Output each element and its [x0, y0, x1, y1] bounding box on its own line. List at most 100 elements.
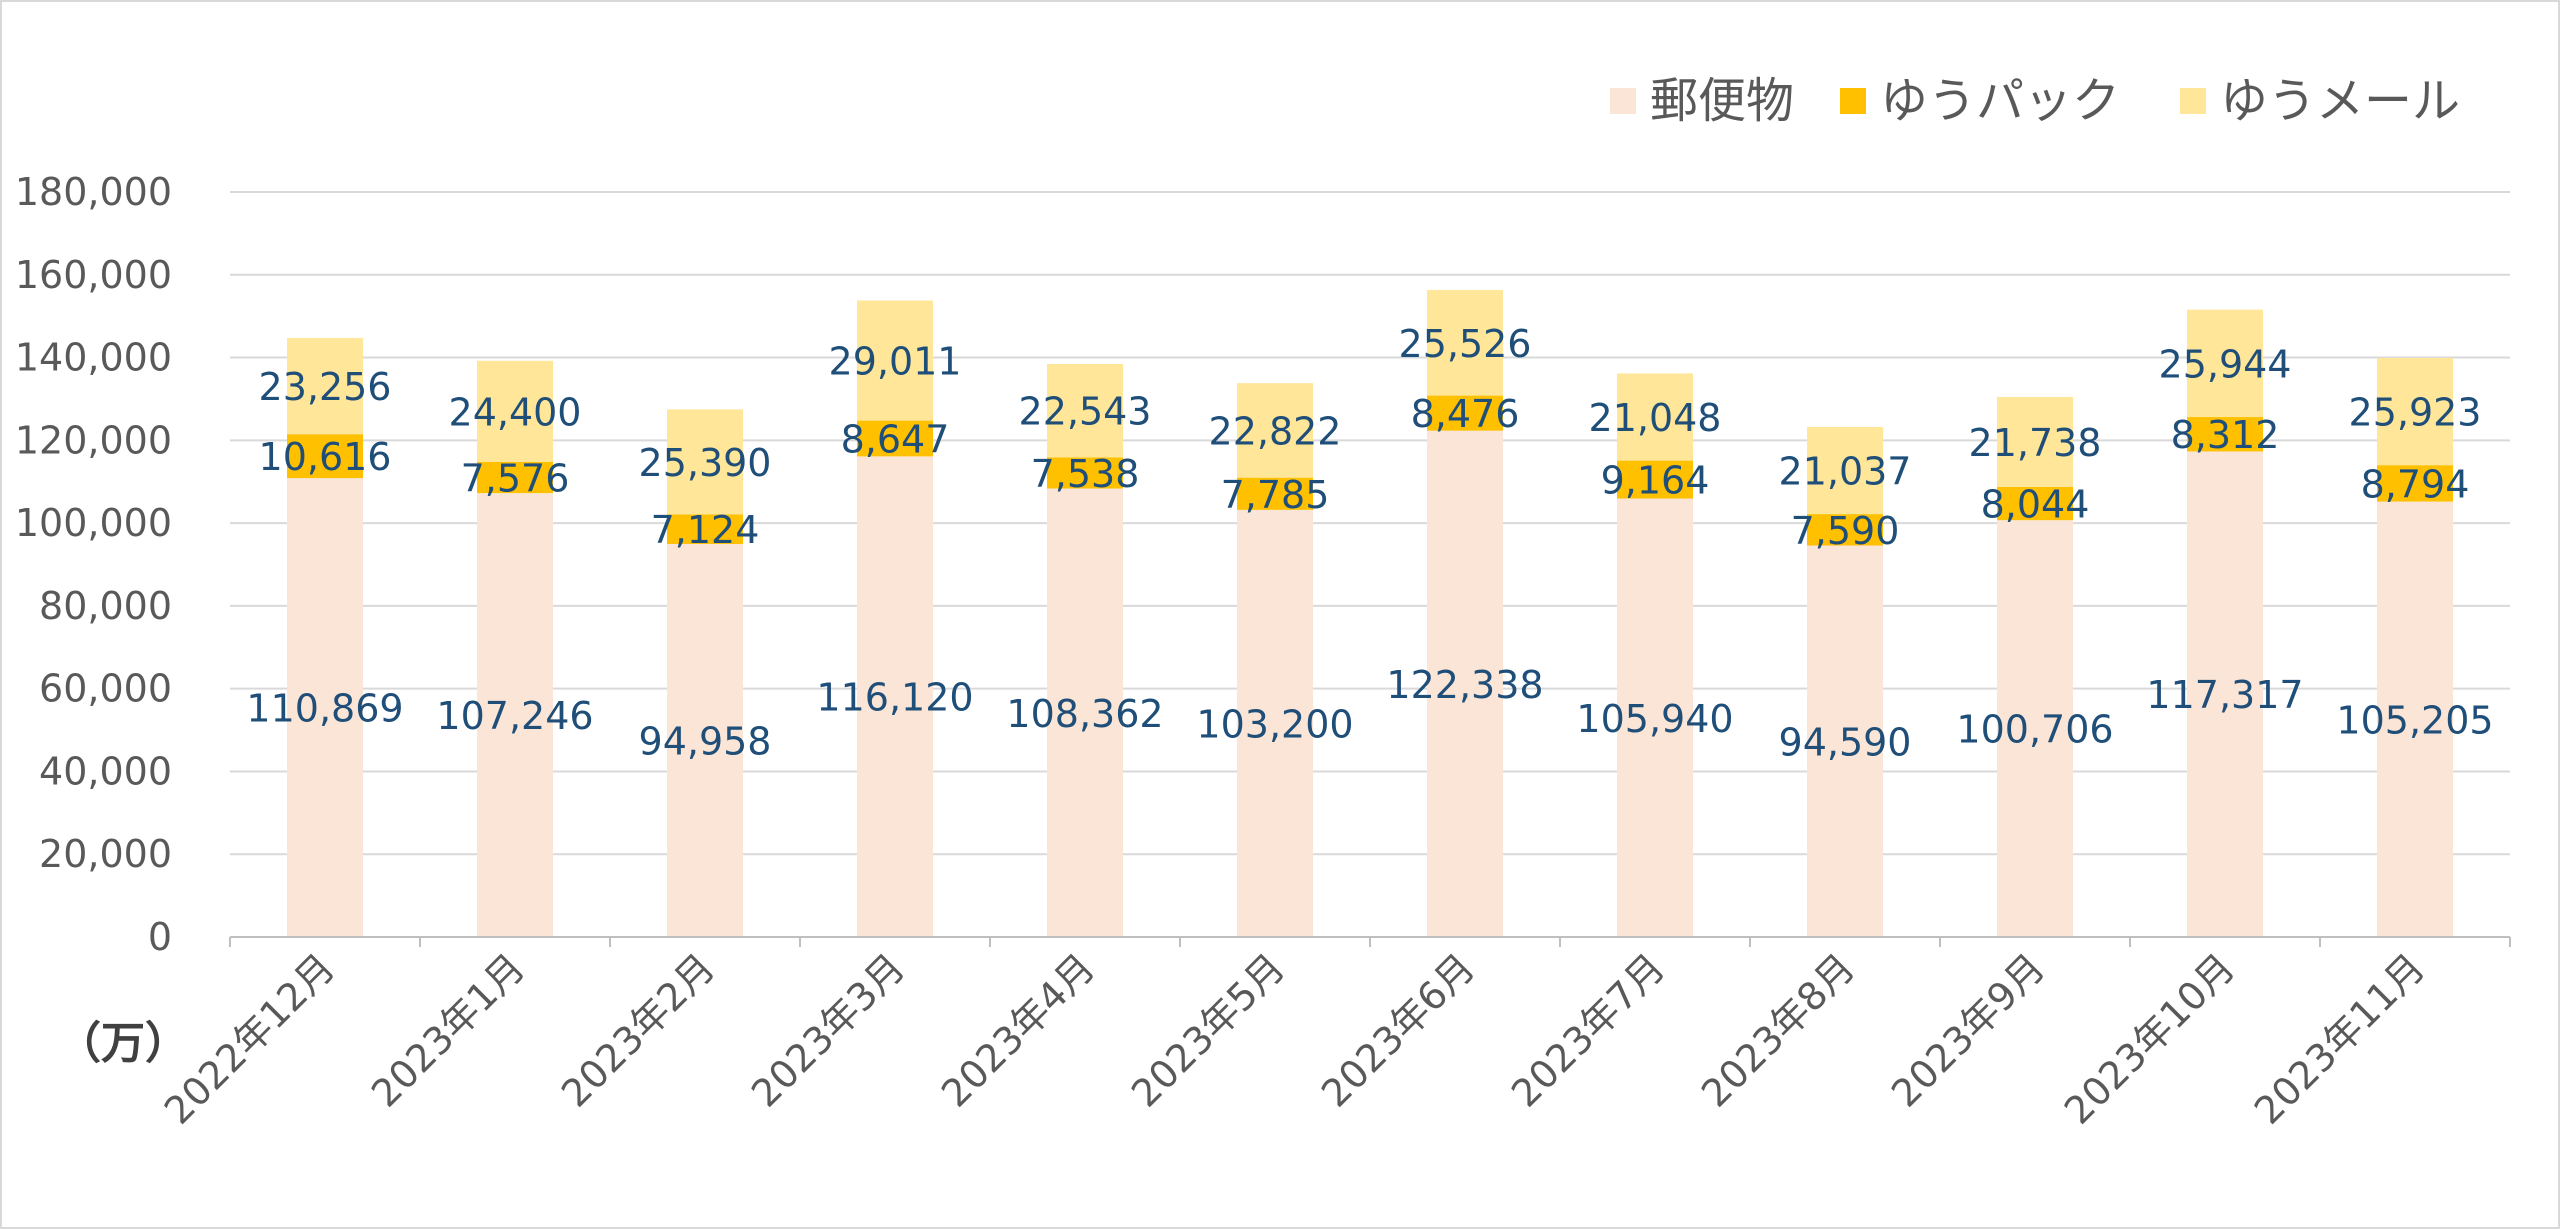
- legend-entry: ゆうメール: [2220, 73, 2460, 129]
- bar-segment: [477, 360, 553, 462]
- bar-segment: [2377, 465, 2453, 502]
- data-label: 25,526: [1399, 322, 1532, 366]
- bar-segment: [1997, 396, 2073, 487]
- bar-segment: [2377, 357, 2453, 466]
- data-label: 21,738: [1969, 421, 2102, 465]
- data-label: 122,338: [1386, 663, 1543, 707]
- x-tick-label: 2023年7月: [1503, 945, 1673, 1115]
- x-tick-label: 2023年6月: [1313, 945, 1483, 1115]
- bars: [287, 289, 2453, 937]
- y-tick-label: 40,000: [39, 749, 172, 793]
- bar-segment: [857, 420, 933, 457]
- x-axis: 2022年12月 2023年1月 2023年2月 2023年3月 2023年4月 2023…: [156, 936, 2511, 1133]
- bar-segment: [857, 300, 933, 421]
- data-label: 103,200: [1196, 702, 1353, 746]
- bar-segment: [2377, 501, 2453, 937]
- bar-segment: [477, 461, 553, 494]
- bar-segment: [287, 478, 363, 937]
- legend-swatch: [1840, 88, 1866, 114]
- gridlines: [230, 191, 2510, 856]
- legend: 郵便物 ゆうパック ゆうメール: [1610, 73, 2460, 129]
- legend-entry: ゆうパック: [1880, 73, 2120, 129]
- y-tick-label: 60,000: [39, 667, 172, 711]
- data-label: 24,400: [449, 390, 582, 434]
- x-tick-label: 2023年8月: [1693, 945, 1863, 1115]
- unit-label: （万）: [57, 1018, 189, 1069]
- bar-segment: [1237, 383, 1313, 478]
- legend-swatch: [1610, 88, 1636, 114]
- data-label: 110,869: [246, 687, 403, 731]
- bar-segment: [1237, 509, 1313, 937]
- x-tick-label: 2023年5月: [1123, 945, 1293, 1115]
- data-label: 7,576: [461, 456, 570, 500]
- bar-segment: [1617, 498, 1693, 937]
- data-label: 10,616: [259, 435, 392, 479]
- bar-segment: [1047, 363, 1123, 458]
- x-tick-label: 2023年10月: [2056, 945, 2243, 1132]
- y-tick-label: 0: [148, 915, 172, 959]
- bar-segment: [2187, 309, 2263, 418]
- bar-segment: [2187, 417, 2263, 452]
- data-label: 105,940: [1576, 697, 1733, 741]
- legend-swatch: [2180, 88, 2206, 114]
- x-tick-label: 2023年9月: [1883, 945, 2053, 1115]
- y-tick-label: 120,000: [15, 418, 172, 462]
- bar-segment: [1617, 460, 1693, 499]
- data-label: 8,647: [841, 417, 950, 461]
- y-tick-label: 100,000: [15, 501, 172, 545]
- bar-segment: [667, 543, 743, 937]
- bar-segment: [1997, 486, 2073, 521]
- data-label: 25,923: [2349, 391, 2482, 435]
- bar-segment: [857, 456, 933, 937]
- x-tick-label: 2023年3月: [743, 945, 913, 1115]
- bar-segment: [1617, 373, 1693, 461]
- data-label: 8,476: [1411, 392, 1520, 436]
- bar-segment: [477, 493, 553, 937]
- data-label: 25,944: [2159, 342, 2292, 386]
- data-label: 7,590: [1791, 509, 1900, 553]
- legend-entry: 郵便物: [1650, 73, 1794, 129]
- data-label: 8,044: [1981, 483, 2090, 527]
- data-label: 23,256: [259, 365, 392, 409]
- bar-segment: [1427, 289, 1503, 396]
- data-label: 117,317: [2146, 673, 2303, 717]
- data-label: 107,246: [436, 694, 593, 738]
- bar-segment: [667, 409, 743, 515]
- data-label: 21,037: [1779, 450, 1912, 494]
- data-label: 116,120: [816, 676, 973, 720]
- data-label: 29,011: [829, 340, 962, 384]
- bar-segment: [1997, 520, 2073, 937]
- data-label: 7,538: [1031, 452, 1140, 496]
- data-label: 25,390: [639, 441, 772, 485]
- y-tick-label: 160,000: [15, 253, 172, 297]
- data-label: 7,124: [651, 508, 760, 552]
- y-tick-label: 140,000: [15, 336, 172, 380]
- x-tick-label: 2023年11月: [2246, 945, 2433, 1132]
- y-axis-ticks: 0 20,000 40,000 60,000 80,000 100,000 120,000 1…: [15, 170, 172, 959]
- bar-segment: [1427, 395, 1503, 431]
- data-label: 21,048: [1589, 396, 1722, 440]
- data-label: 105,205: [2336, 698, 2493, 742]
- bar-segment: [1047, 488, 1123, 937]
- data-label: 9,164: [1601, 459, 1710, 503]
- bar-segment: [1807, 545, 1883, 937]
- bar-segment: [287, 434, 363, 479]
- y-tick-label: 20,000: [39, 832, 172, 876]
- bar-segment: [1807, 514, 1883, 546]
- data-label: 94,590: [1779, 720, 1912, 764]
- data-label: 8,794: [2361, 462, 2470, 506]
- data-label: 108,362: [1006, 692, 1163, 736]
- y-tick-label: 80,000: [39, 584, 172, 628]
- bar-segment: [1047, 457, 1123, 489]
- data-label: 8,312: [2171, 413, 2280, 457]
- bar-segment: [667, 514, 743, 544]
- data-labels: 110,869 10,616 23,256 107,246 7,576 24,400 94,…: [246, 322, 2493, 765]
- x-tick-label: 2023年1月: [363, 945, 533, 1115]
- x-tick-label: 2023年2月: [553, 945, 723, 1115]
- bar-segment: [1807, 427, 1883, 515]
- x-tick-label: 2023年4月: [933, 945, 1103, 1115]
- data-label: 22,543: [1019, 390, 1152, 434]
- bar-segment: [1427, 430, 1503, 937]
